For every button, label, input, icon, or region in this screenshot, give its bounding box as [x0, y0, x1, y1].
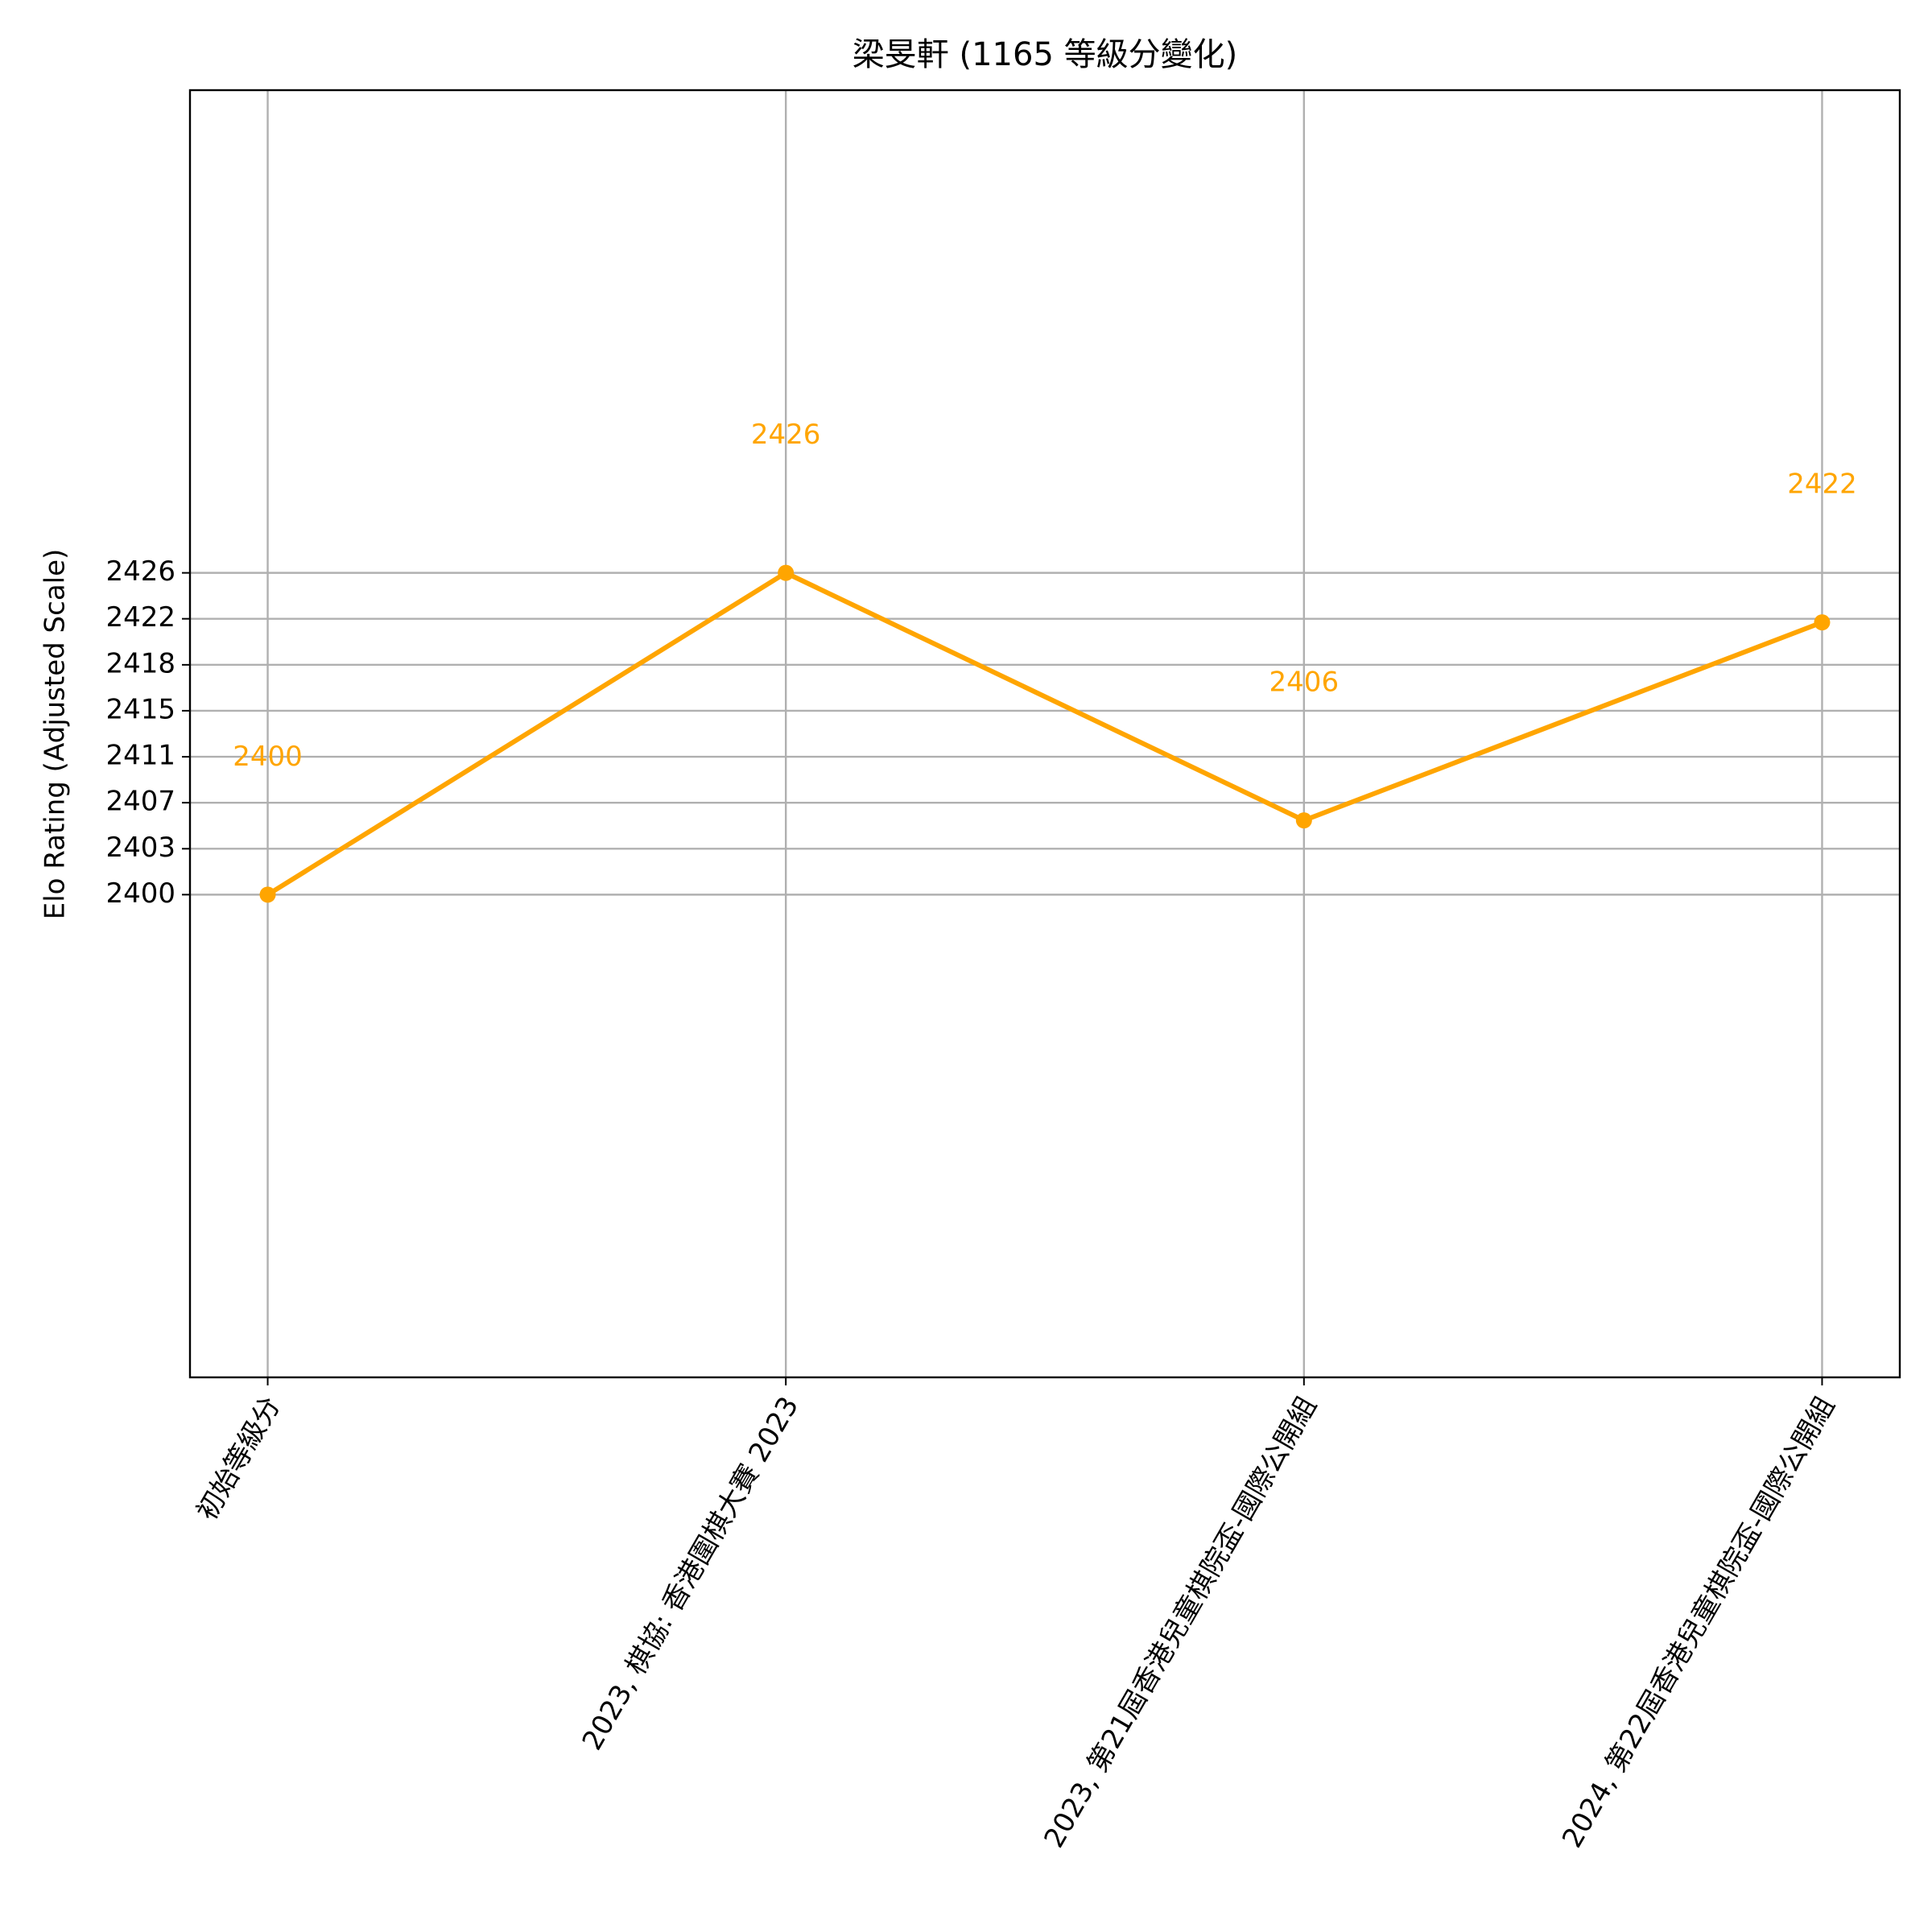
- x-tick-label: 2024, 第22屆香港兒童棋院盃-國際公開組: [1556, 1391, 1841, 1853]
- x-tick-label: 2023, 第21屆香港兒童棋院盃-國際公開組: [1038, 1391, 1323, 1853]
- marker: [1814, 614, 1831, 631]
- value-label: 2406: [1269, 667, 1340, 699]
- value-label: 2400: [233, 741, 303, 773]
- marker: [1295, 812, 1312, 829]
- marker: [259, 886, 276, 903]
- chart-title: 梁旻軒 (1165 等級分變化): [852, 36, 1237, 73]
- y-tick-label: 2407: [105, 786, 175, 818]
- plot-frame: [188, 89, 1901, 1379]
- y-axis-label: Elo Rating (Adjusted Scale): [39, 549, 72, 920]
- y-tick-label: 2403: [105, 832, 175, 864]
- value-label: 2422: [1787, 469, 1857, 501]
- y-tick-label: 2411: [105, 740, 175, 772]
- y-tick-label: 2400: [105, 877, 175, 910]
- y-tick-label: 2426: [105, 555, 175, 588]
- y-tick-label: 2422: [105, 601, 175, 634]
- x-tick-label: 初始等級分: [191, 1391, 287, 1525]
- line: [266, 570, 1823, 897]
- x-tick-label: 2023, 棋協: 香港圍棋大賽 2023: [576, 1391, 806, 1756]
- y-tick-label: 2418: [105, 647, 175, 679]
- marker: [778, 564, 795, 581]
- value-label: 2426: [751, 419, 821, 451]
- y-tick-label: 2415: [105, 693, 175, 725]
